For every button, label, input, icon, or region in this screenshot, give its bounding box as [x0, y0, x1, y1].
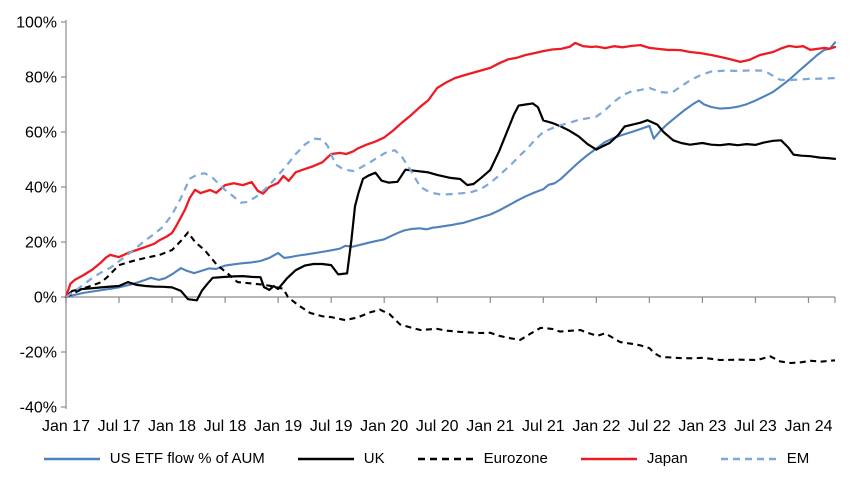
- legend-label-us-etf-flow-of-aum: US ETF flow % of AUM: [109, 450, 265, 467]
- legend-label-em: EM: [786, 450, 810, 467]
- series-line-us-etf-flow-of-aum: [64, 41, 837, 299]
- y-tick-label: 80%: [25, 70, 57, 87]
- series-line-japan: [64, 41, 837, 299]
- x-tick-label: Jan 22: [572, 418, 620, 435]
- legend-item-us-etf-flow-of-aum: US ETF flow % of AUM: [43, 450, 265, 467]
- series-line-em: [65, 69, 836, 298]
- y-tick-label: 0%: [34, 290, 57, 307]
- plot-area: 100% 80% 60% 40% 20% 0% -20% -40%Jan 17 Jul 17 Ja…: [16, 15, 837, 435]
- legend-line-swatch-eurozone: [417, 457, 474, 460]
- x-tick-label: Jan 23: [678, 418, 726, 435]
- x-tick-label: Jul 21: [522, 418, 565, 435]
- y-tick-label: 100%: [16, 15, 57, 32]
- x-tick-label: Jan 24: [784, 418, 832, 435]
- x-tick-label: Jan 21: [466, 418, 514, 435]
- x-tick-label: Jul 23: [734, 418, 777, 435]
- y-tick-label: 60%: [25, 125, 57, 142]
- legend-item-japan: Japan: [580, 450, 688, 467]
- series-line-eurozone: [65, 231, 836, 365]
- y-tick-label: -20%: [20, 345, 57, 362]
- legend-item-em: EM: [720, 450, 810, 467]
- legend-line-swatch-japan: [580, 457, 637, 460]
- x-tick-label: Jan 19: [254, 418, 302, 435]
- x-tick-label: Jul 17: [98, 418, 141, 435]
- legend-label-japan: Japan: [646, 450, 688, 467]
- legend-item-eurozone: Eurozone: [417, 450, 548, 467]
- y-tick-label: 20%: [25, 235, 57, 252]
- y-tick-label: 40%: [25, 180, 57, 197]
- x-tick-label: Jul 22: [628, 418, 671, 435]
- legend-line-swatch-em: [720, 457, 777, 460]
- y-tick-label: -40%: [20, 400, 57, 417]
- x-tick-label: Jul 18: [204, 418, 247, 435]
- legend-line-swatch-uk: [297, 457, 354, 460]
- legend-item-uk: UK: [297, 450, 385, 467]
- x-tick-label: Jan 20: [360, 418, 408, 435]
- x-tick-label: Jan 18: [148, 418, 196, 435]
- legend: US ETF flow % of AUM UK Eurozone Japan EM: [0, 450, 852, 467]
- x-tick-label: Jul 19: [310, 418, 353, 435]
- x-tick-label: Jan 17: [42, 418, 90, 435]
- legend-line-swatch-us-etf-flow-of-aum: [43, 457, 100, 460]
- legend-label-uk: UK: [363, 450, 385, 467]
- series-line-uk: [64, 102, 837, 302]
- legend-label-eurozone: Eurozone: [483, 450, 548, 467]
- x-tick-label: Jul 20: [416, 418, 459, 435]
